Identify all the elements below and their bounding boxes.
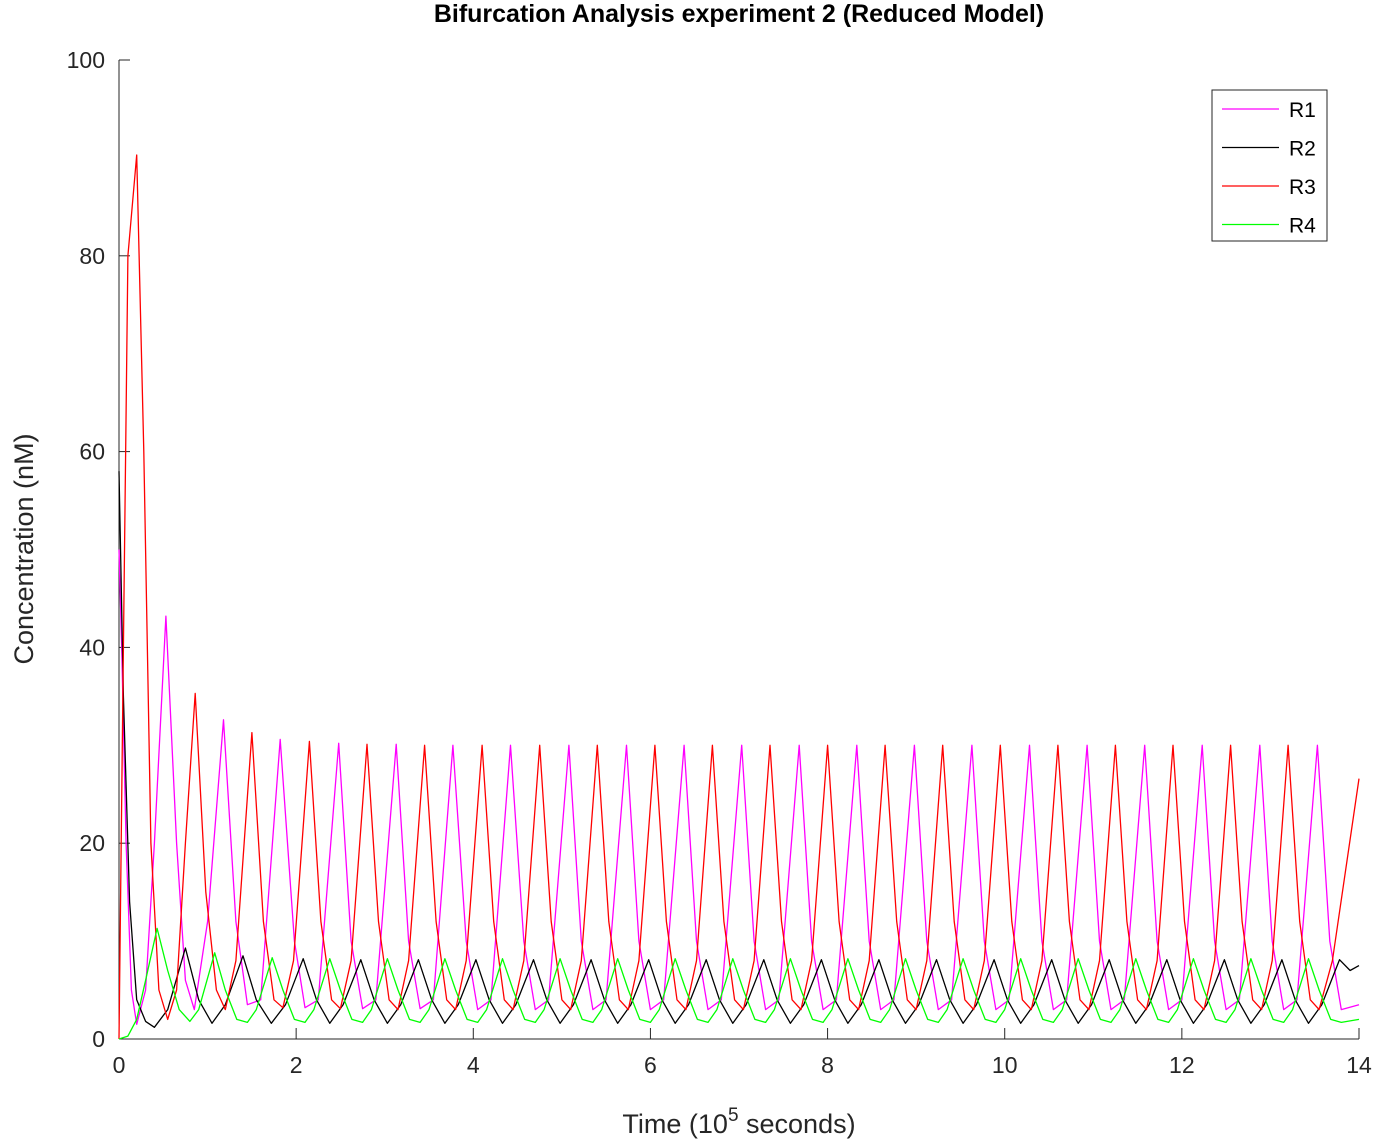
series-line-r1 <box>118 549 1360 1025</box>
chart-title: Bifurcation Analysis experiment 2 (Reduc… <box>434 0 1044 28</box>
x-ticks: 0 2 4 6 8 10 12 14 <box>113 1028 1372 1078</box>
x-tick-label: 8 <box>821 1052 834 1078</box>
x-tick-label: 10 <box>992 1052 1018 1078</box>
x-tick-label: 12 <box>1169 1052 1195 1078</box>
y-tick-label: 0 <box>92 1026 105 1052</box>
x-axis-label-prefix: Time (10 <box>622 1109 728 1139</box>
x-axis-label-exponent: 5 <box>728 1105 739 1126</box>
series-line-r3 <box>118 154 1360 1040</box>
legend-label-r2: R2 <box>1289 138 1316 161</box>
y-axis-label: Concentration (nM) <box>9 433 39 664</box>
x-axis-label: Time (105 seconds) <box>622 1105 855 1139</box>
x-tick-label: 14 <box>1346 1052 1372 1078</box>
series-line-r4 <box>118 927 1360 1040</box>
y-tick-label: 20 <box>79 830 105 856</box>
x-tick-label: 6 <box>644 1052 657 1078</box>
y-ticks: 0 20 40 60 80 100 <box>67 47 130 1052</box>
series-line-r2 <box>118 471 1360 1028</box>
y-tick-label: 80 <box>79 243 105 269</box>
legend: R1 R2 R3 R4 <box>1211 89 1328 242</box>
legend-label-r3: R3 <box>1289 176 1316 199</box>
x-tick-label: 2 <box>290 1052 303 1078</box>
legend-label-r4: R4 <box>1289 215 1316 238</box>
x-tick-label: 4 <box>467 1052 480 1078</box>
legend-label-r1: R1 <box>1289 99 1316 122</box>
legend-entries: R1 R2 R3 R4 <box>1222 99 1316 238</box>
legend-box <box>1211 89 1328 242</box>
x-tick-label: 0 <box>113 1052 126 1078</box>
y-tick-label: 40 <box>79 634 105 660</box>
x-axis-label-suffix: seconds) <box>739 1109 856 1139</box>
y-tick-label: 100 <box>67 47 105 73</box>
y-tick-label: 60 <box>79 439 105 465</box>
series-lines <box>118 154 1360 1040</box>
plot-area: 0 2 4 6 8 10 12 14 0 20 40 60 80 100 <box>67 47 1372 1078</box>
